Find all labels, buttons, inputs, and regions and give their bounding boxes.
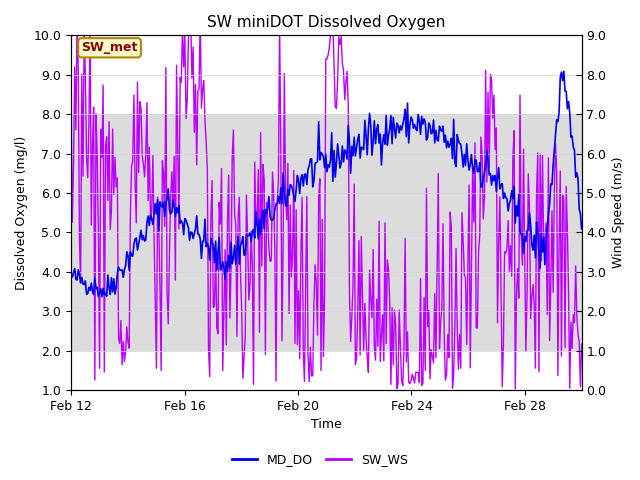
Bar [71, 114, 582, 351]
Title: SW miniDOT Dissolved Oxygen: SW miniDOT Dissolved Oxygen [207, 15, 445, 30]
SW_WS [422, 185, 430, 191]
SW_WS [86, 13, 94, 19]
MD_DO [67, 270, 75, 276]
MD_DO [578, 226, 586, 232]
Legend: MD_DO, SW_WS: MD_DO, SW_WS [227, 448, 413, 471]
SW_WS [461, 275, 469, 281]
MD_DO [472, 157, 480, 163]
MD_DO [422, 137, 430, 143]
MD_DO [536, 265, 544, 271]
MD_DO [365, 125, 372, 131]
SW_WS [511, 386, 519, 392]
MD_DO [560, 68, 568, 74]
MD_DO [108, 275, 115, 281]
MD_DO [461, 163, 469, 168]
Y-axis label: Dissolved Oxygen (mg/l): Dissolved Oxygen (mg/l) [15, 136, 28, 290]
Line: MD_DO: MD_DO [71, 71, 582, 297]
SW_WS [108, 208, 115, 214]
SW_WS [365, 370, 372, 375]
SW_WS [472, 325, 480, 331]
Text: SW_met: SW_met [81, 41, 138, 54]
Y-axis label: Wind Speed (m/s): Wind Speed (m/s) [612, 157, 625, 268]
SW_WS [67, 113, 75, 119]
X-axis label: Time: Time [311, 419, 342, 432]
MD_DO [98, 294, 106, 300]
SW_WS [578, 341, 586, 347]
Line: SW_WS: SW_WS [71, 16, 582, 389]
SW_WS [538, 257, 545, 263]
